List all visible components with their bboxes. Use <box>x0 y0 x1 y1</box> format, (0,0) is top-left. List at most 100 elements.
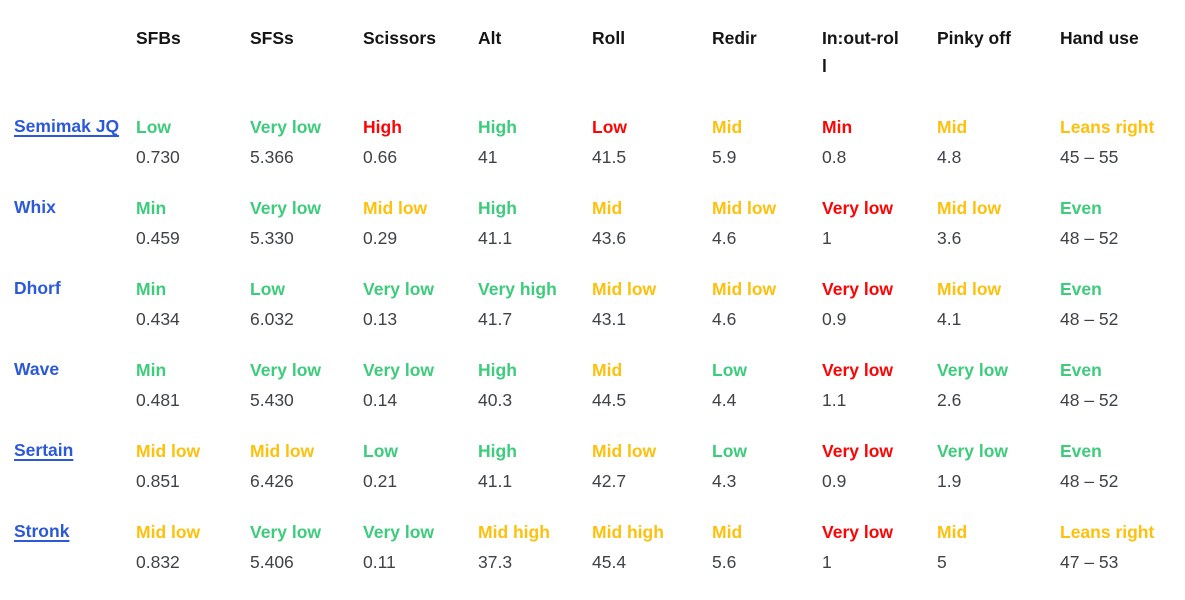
metric-value: 5.430 <box>250 390 294 410</box>
metric-cell: Very low 1.1 <box>822 355 937 436</box>
rating-label: Min <box>136 198 167 218</box>
rating-label: Mid low <box>937 279 1002 299</box>
metric-cell: Min 0.434 <box>136 274 250 355</box>
corner-header <box>14 24 136 112</box>
metric-cell: Mid 4.8 <box>937 112 1060 193</box>
metric-cell: Very low 0.9 <box>822 436 937 517</box>
metric-value: 0.29 <box>363 228 398 248</box>
metric-value: 0.434 <box>136 309 180 329</box>
rating-label: Very low <box>250 360 322 380</box>
layout-link[interactable]: Whix <box>14 197 56 217</box>
metric-value: 48 – 52 <box>1060 390 1119 410</box>
column-header: SFSs <box>250 28 294 48</box>
metric-cell: Mid 5 <box>937 517 1060 598</box>
metric-cell: High 0.66 <box>363 112 478 193</box>
metric-cell: Mid 5.6 <box>712 517 822 598</box>
metric-value: 0.9 <box>822 471 847 491</box>
metric-cell: Very low 0.14 <box>363 355 478 436</box>
layout-link[interactable]: Sertain <box>14 440 74 460</box>
rating-label: High <box>478 117 517 137</box>
layout-link[interactable]: Dhorf <box>14 278 61 298</box>
rating-label: Mid <box>712 522 743 542</box>
metric-value: 6.426 <box>250 471 294 491</box>
metric-value: 1 <box>822 228 832 248</box>
rating-label: High <box>478 441 517 461</box>
metric-value: 5.6 <box>712 552 737 572</box>
layout-link[interactable]: Stronk <box>14 521 70 541</box>
rating-label: Mid <box>937 522 968 542</box>
metric-value: 4.8 <box>937 147 962 167</box>
metric-value: 1.1 <box>822 390 847 410</box>
metric-cell: Mid low 3.6 <box>937 193 1060 274</box>
metric-value: 0.851 <box>136 471 180 491</box>
metric-cell: Mid low 6.426 <box>250 436 363 517</box>
rating-label: Low <box>363 441 398 461</box>
metric-cell: Very low 0.11 <box>363 517 478 598</box>
column-header: In:out-roll <box>822 28 899 76</box>
metric-cell: High 41 <box>478 112 592 193</box>
metric-cell: Very low 0.13 <box>363 274 478 355</box>
metric-value: 0.11 <box>363 552 396 572</box>
column-header: Alt <box>478 28 502 48</box>
metric-value: 0.8 <box>822 147 847 167</box>
metric-cell: Very high 41.7 <box>478 274 592 355</box>
metric-value: 4.4 <box>712 390 737 410</box>
metric-value: 0.730 <box>136 147 180 167</box>
metric-value: 42.7 <box>592 471 627 491</box>
metric-cell: Mid 5.9 <box>712 112 822 193</box>
metric-value: 0.832 <box>136 552 180 572</box>
rating-label: Mid <box>712 117 743 137</box>
metric-value: 41.7 <box>478 309 513 329</box>
layout-link[interactable]: Semimak JQ <box>14 116 120 136</box>
metric-value: 41 <box>478 147 498 167</box>
metric-cell: Mid low 4.1 <box>937 274 1060 355</box>
rating-label: Mid high <box>592 522 664 542</box>
metric-cell: Very low 1 <box>822 193 937 274</box>
layout-link[interactable]: Wave <box>14 359 60 379</box>
rating-label: Even <box>1060 279 1102 299</box>
rating-label: Mid low <box>712 198 777 218</box>
rating-label: Very low <box>822 522 894 542</box>
metric-value: 4.3 <box>712 471 737 491</box>
metric-value: 4.6 <box>712 228 737 248</box>
layout-name-cell: Semimak JQ <box>14 112 120 193</box>
metric-value: 41.5 <box>592 147 627 167</box>
metric-value: 41.1 <box>478 228 513 248</box>
metric-value: 0.21 <box>363 471 398 491</box>
metric-cell: Low 41.5 <box>592 112 712 193</box>
metric-value: 48 – 52 <box>1060 471 1119 491</box>
rating-label: Very low <box>937 441 1009 461</box>
layout-name-cell: Stronk <box>14 517 120 598</box>
metric-value: 43.1 <box>592 309 627 329</box>
rating-label: Min <box>822 117 853 137</box>
metric-cell: Very low 5.406 <box>250 517 363 598</box>
rating-label: Very low <box>250 522 322 542</box>
rating-label: Min <box>136 279 167 299</box>
metric-value: 1 <box>822 552 832 572</box>
metric-cell: Even 48 – 52 <box>1060 193 1185 274</box>
metric-value: 0.459 <box>136 228 180 248</box>
metric-value: 0.481 <box>136 390 180 410</box>
metric-cell: Mid low 0.832 <box>136 517 250 598</box>
metric-value: 47 – 53 <box>1060 552 1119 572</box>
metric-value: 3.6 <box>937 228 962 248</box>
metric-cell: Mid high 37.3 <box>478 517 592 598</box>
metric-value: 48 – 52 <box>1060 228 1119 248</box>
metric-value: 5.406 <box>250 552 294 572</box>
rating-label: Very low <box>363 279 435 299</box>
metric-cell: Min 0.481 <box>136 355 250 436</box>
rating-label: Leans right <box>1060 522 1155 542</box>
rating-label: Min <box>136 360 167 380</box>
rating-label: Very low <box>822 441 894 461</box>
rating-label: High <box>478 198 517 218</box>
metric-value: 44.5 <box>592 390 627 410</box>
rating-label: Mid low <box>712 279 777 299</box>
metric-cell: Low 0.21 <box>363 436 478 517</box>
metric-cell: Very low 5.366 <box>250 112 363 193</box>
rating-label: Very low <box>363 522 435 542</box>
rating-label: Very low <box>937 360 1009 380</box>
metric-cell: Very low 5.430 <box>250 355 363 436</box>
metric-cell: Mid low 0.851 <box>136 436 250 517</box>
rating-label: Mid low <box>250 441 315 461</box>
